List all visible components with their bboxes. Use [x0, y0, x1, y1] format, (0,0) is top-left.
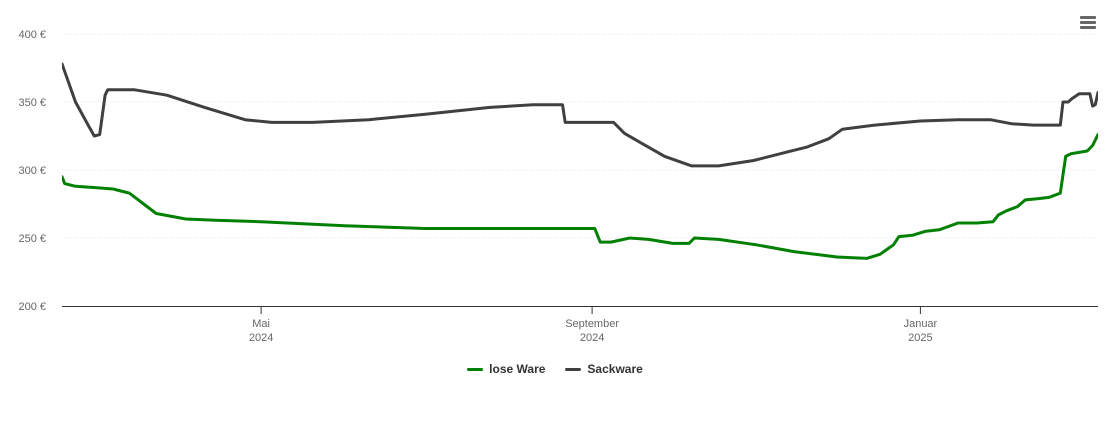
x-tick-year-label: 2024 [249, 332, 273, 344]
y-tick-label: 200 € [18, 301, 46, 313]
chart-menu-button[interactable] [1074, 8, 1102, 36]
legend-label-sackware: Sackware [587, 362, 643, 376]
legend-label-lose-ware: lose Ware [489, 362, 546, 376]
x-tick-year-label: 2024 [580, 332, 604, 344]
x-tick-label: Januar [904, 318, 938, 330]
legend-item-lose-ware[interactable]: lose Ware [467, 362, 545, 376]
legend-swatch-lose-ware [467, 367, 484, 371]
y-tick-label: 250 € [18, 233, 46, 245]
legend-item-sackware[interactable]: Sackware [565, 362, 643, 376]
y-tick-label: 400 € [18, 29, 46, 41]
x-tick-label: Mai [252, 318, 270, 330]
chart-legend: lose Ware Sackware [0, 362, 1110, 376]
hamburger-menu-icon [1080, 15, 1096, 29]
x-tick-year-label: 2025 [908, 332, 932, 344]
legend-swatch-sackware [565, 367, 582, 371]
y-tick-label: 300 € [18, 165, 46, 177]
x-tick-label: September [565, 318, 619, 330]
series-line-lose-ware [62, 133, 1098, 260]
series-line-sackware [62, 62, 1098, 168]
y-tick-label: 350 € [18, 97, 46, 109]
